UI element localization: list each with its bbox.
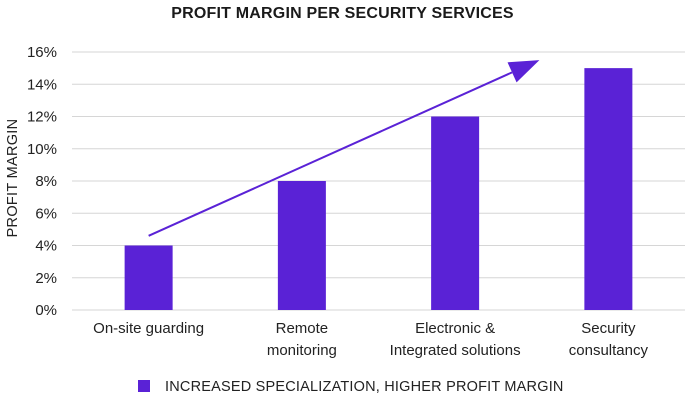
y-tick-label: 2% — [35, 270, 57, 287]
trend-arrow-shaft — [148, 71, 513, 237]
y-tick-label: 16% — [27, 44, 57, 61]
y-axis-label: PROFIT MARGIN — [5, 119, 21, 238]
bar — [584, 68, 633, 310]
legend-label: INCREASED SPECIALIZATION, HIGHER PROFIT … — [165, 379, 564, 395]
legend-swatch — [138, 380, 150, 392]
x-category-label: Electronic & Integrated solutions — [390, 320, 521, 359]
bar — [124, 245, 173, 310]
trend-arrow-head — [507, 60, 540, 83]
bar — [431, 116, 480, 310]
x-category-label: Remote monitoring — [267, 320, 337, 359]
chart-title: PROFIT MARGIN PER SECURITY SERVICES — [171, 5, 514, 22]
y-tick-labels: 0% 2% 4% 6% 8% 10% 12% 14% 16% — [27, 44, 57, 319]
y-tick-label: 12% — [27, 109, 57, 126]
y-tick-label: 4% — [35, 238, 57, 255]
y-tick-label: 14% — [27, 76, 57, 93]
x-category-label: Security consultancy — [569, 320, 649, 359]
bar — [277, 181, 326, 310]
y-tick-label: 8% — [35, 173, 57, 190]
y-tick-label: 0% — [35, 302, 57, 319]
trend-arrow — [148, 60, 540, 237]
x-category-label: On-site guarding — [93, 320, 204, 337]
y-tick-label: 10% — [27, 141, 57, 158]
bars — [124, 68, 633, 310]
legend: INCREASED SPECIALIZATION, HIGHER PROFIT … — [138, 379, 564, 395]
gridlines — [72, 51, 685, 311]
y-tick-label: 6% — [35, 205, 57, 222]
x-category-labels: On-site guarding Remote monitoring Electron… — [93, 320, 648, 359]
